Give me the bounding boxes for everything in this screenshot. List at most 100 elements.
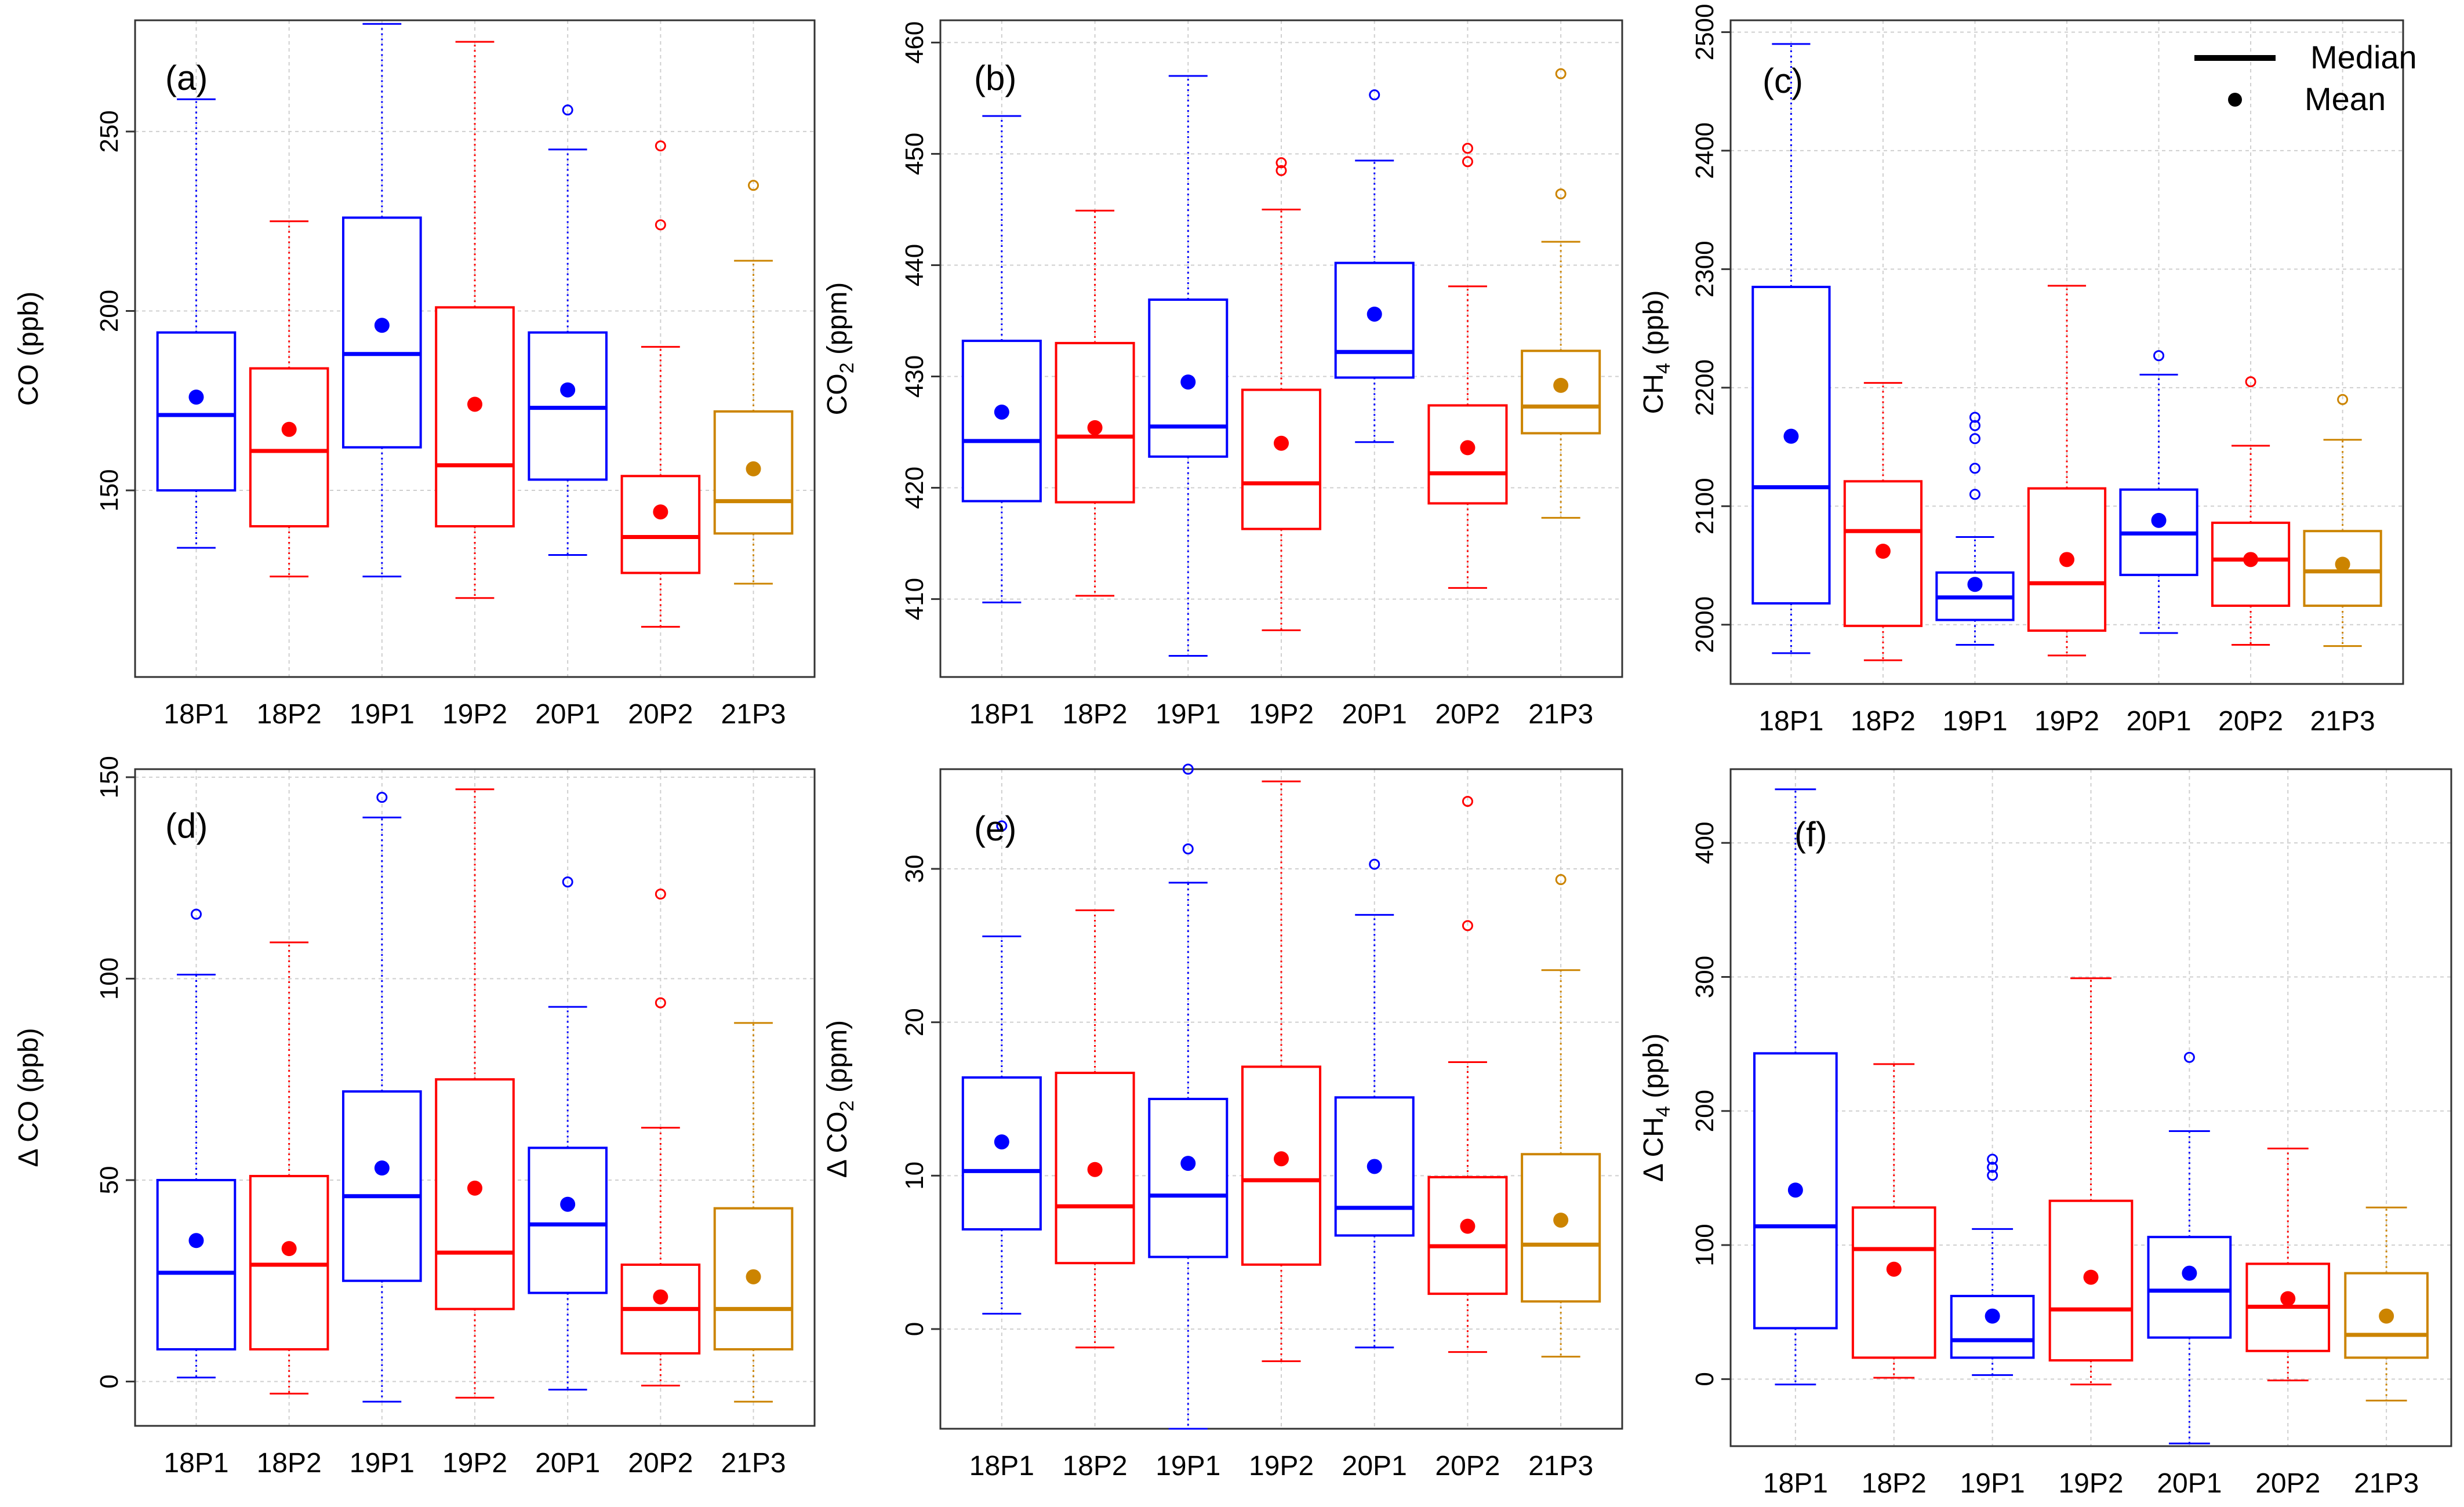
outlier-point [2153,350,2165,362]
box-iqr [1751,286,1831,605]
x-tick-label: 18P1 [163,699,228,730]
outlier-point [1182,763,1194,775]
y-tick-label: 150 [95,469,123,511]
legend-mean-symbol [2228,93,2242,107]
box-18P1 [1753,788,1838,1386]
chart-panel-a: 150 200 250 18P1 18P2 19P1 19P2 20P1 20P2 21P3 CO … [13,19,816,730]
x-tick-label: 18P2 [1862,1468,1927,1499]
mean-point [1274,1151,1289,1167]
x-tick-label: 20P2 [2255,1468,2320,1499]
mean-point [1087,420,1103,435]
box-iqr [2147,1236,2232,1339]
x-tick-label: 20P1 [2126,706,2191,737]
y-tick-label: 2200 [1691,359,1719,416]
mean-point [2059,552,2074,567]
x-tick-label: 21P3 [721,699,786,730]
box-18P1 [156,98,237,549]
outlier-point [1555,68,1567,79]
y-tick-label: 100 [1691,1224,1719,1266]
box-iqr [620,475,701,574]
box-19P2 [2027,285,2107,657]
legend-label-median: Median [2310,39,2417,75]
y-tick-label: 430 [900,355,929,398]
y-tick-label: 460 [900,21,929,64]
outlier-point [996,820,1008,832]
box-iqr [528,1146,608,1294]
box-iqr [1851,1206,1936,1359]
y-axis-label: Δ CO (ppb) [13,1028,44,1167]
box-iqr [156,331,237,492]
box-18P2 [1851,1063,1936,1379]
y-tick-label: 2000 [1691,596,1719,653]
box-18P2 [249,941,329,1395]
y-tick-label: 0 [900,1322,929,1336]
panel-label: (d) [165,806,208,845]
box-20P1 [1334,89,1415,443]
y-axis-label: CO (ppb) [13,292,44,406]
panel-label: (f) [1794,815,1827,854]
x-tick-label: 20P1 [2157,1468,2222,1499]
x-tick-label: 21P3 [2354,1468,2419,1499]
outlier-point [1369,89,1380,101]
outlier-point [1182,843,1194,855]
box-20P1 [2119,350,2198,634]
mean-point [281,421,297,437]
box-18P1 [961,820,1042,1315]
outlier-point [1462,156,1473,168]
outlier-point [1987,1170,1998,1181]
y-tick-label: 440 [900,244,929,286]
x-tick-label: 19P2 [1249,1451,1314,1481]
box-iqr [1241,388,1322,530]
mean-point [1460,440,1476,456]
mean-point [1180,1156,1196,1171]
x-tick-label: 20P1 [1342,1451,1407,1481]
x-tick-label: 21P3 [2310,706,2375,737]
x-tick-label: 18P1 [969,1451,1034,1481]
box-20P2 [2245,1148,2331,1382]
x-tick-label: 19P1 [1942,706,2007,737]
mean-point [1875,544,1891,559]
plot-frame [1729,768,2452,1447]
mean-point [467,1180,482,1196]
y-tick-label: 2400 [1691,122,1719,179]
x-tick-label: 21P3 [1528,699,1593,730]
x-tick-label: 18P1 [969,699,1034,730]
y-tick-label: 420 [900,467,929,509]
x-tick-label: 20P2 [628,1448,693,1479]
box-iqr [961,340,1042,503]
outlier-point [1462,143,1473,154]
box-19P2 [1241,157,1322,631]
plot-frame [134,768,816,1427]
mean-point [560,382,576,398]
x-tick-label: 18P2 [257,699,322,730]
mean-point [653,504,668,520]
mean-point [1787,1182,1803,1198]
y-tick-label: 250 [95,110,123,152]
mean-point [1553,377,1569,393]
x-tick-label: 19P1 [1155,699,1220,730]
box-21P3 [713,1022,794,1403]
box-20P2 [620,140,701,628]
outlier-point [655,888,666,900]
x-tick-label: 18P2 [1063,1451,1128,1481]
y-tick-label: 400 [1691,821,1719,864]
x-tick-label: 18P1 [1758,706,1823,737]
outlier-point [562,876,573,888]
chart-panel-e: 0 10 20 30 18P1 18P2 19P1 19P2 20P1 20P2 21P3 Δ CO2… [822,763,1623,1481]
box-20P2 [1427,143,1508,589]
x-tick-label: 20P2 [628,699,693,730]
box-iqr [1521,1153,1601,1303]
box-18P2 [1055,209,1135,597]
y-tick-label: 0 [1691,1372,1719,1386]
box-19P2 [1241,780,1322,1363]
chart-panel-f: 0 100 200 300 400 18P1 18P2 19P1 19P2 20P1 20P2 21P… [1638,768,2452,1499]
box-21P3 [2344,1206,2429,1402]
x-tick-label: 18P1 [1763,1468,1828,1499]
outlier-point [190,908,202,920]
panel-label: (a) [165,59,208,97]
mean-point [188,1233,204,1248]
x-tick-label: 19P2 [1249,699,1314,730]
x-tick-label: 20P2 [1435,699,1500,730]
box-19P1 [342,792,422,1403]
